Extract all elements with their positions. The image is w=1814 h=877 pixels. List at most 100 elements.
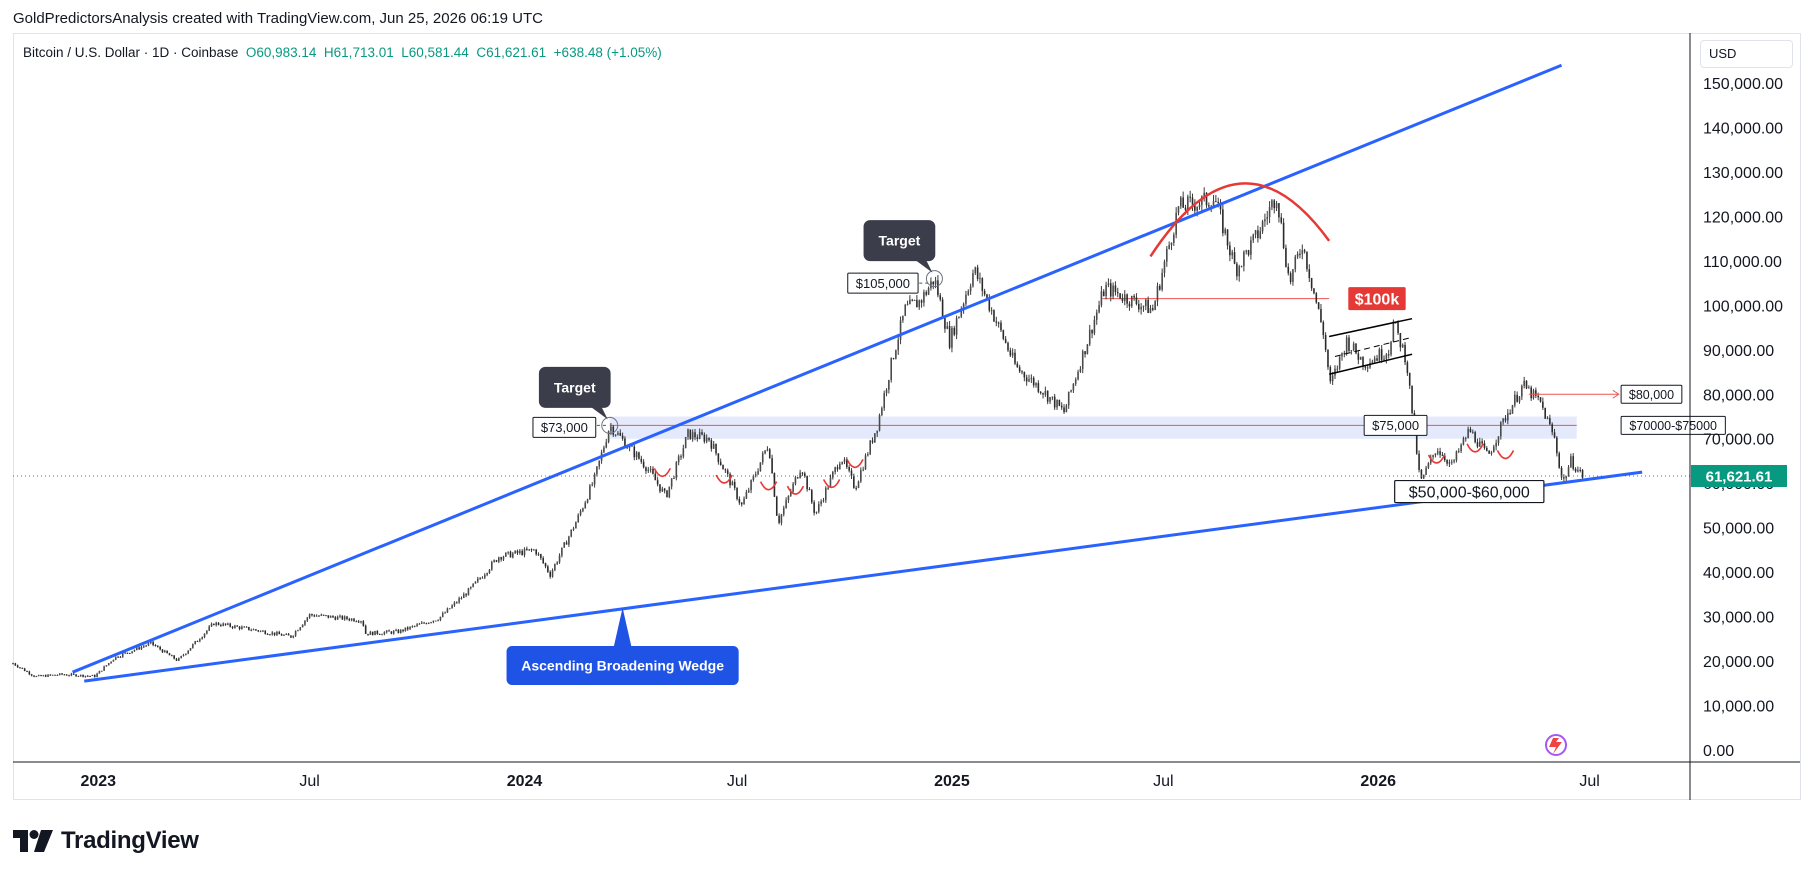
price-candle-body <box>1422 474 1425 479</box>
price-candle-body <box>708 437 710 441</box>
currency-selector[interactable]: USD <box>1700 40 1793 68</box>
price-candle-body <box>1462 438 1465 445</box>
annotation-4-bg <box>1348 287 1406 311</box>
price-candle-body <box>843 459 846 462</box>
replay-icon[interactable] <box>1545 734 1567 756</box>
current-price-badge <box>1691 464 1787 487</box>
annotation-9[interactable]: Ascending Broadening Wedge <box>506 607 739 686</box>
price-candle-body <box>185 653 187 655</box>
price-candle-body <box>1046 390 1049 402</box>
price-candle-body <box>1119 293 1121 299</box>
channel-mid-line <box>1334 336 1413 357</box>
price-candle-body <box>1478 441 1481 447</box>
price-candle-body <box>666 490 668 498</box>
price-candle-body <box>1116 292 1119 294</box>
current-price-text: 61,621.61 <box>1706 468 1773 485</box>
price-candle-body <box>180 655 182 659</box>
wedge-lower-line[interactable] <box>84 470 1643 683</box>
price-candle-body <box>1229 245 1231 256</box>
cup-arc-0 <box>653 467 672 478</box>
rounding-top-arc <box>1149 182 1331 258</box>
price-candle-body <box>1025 377 1028 382</box>
price-candle-body <box>635 452 638 458</box>
price-candle-body <box>21 667 24 669</box>
price-candle-body <box>659 484 661 492</box>
price-candle-body <box>264 630 267 634</box>
annotation-2[interactable]: $73,000 <box>532 416 597 438</box>
tradingview-logo[interactable]: TradingView <box>13 826 199 856</box>
x-tick-label: 2026 <box>1360 773 1396 790</box>
price-candle-body <box>397 629 400 634</box>
price-candle-body <box>787 495 790 501</box>
price-candle-body <box>1254 230 1257 235</box>
price-candle-body <box>1112 285 1114 297</box>
price-candle-body <box>420 622 423 624</box>
price-candle-body <box>775 496 778 516</box>
price-candle-body <box>895 350 897 359</box>
price-candle-body <box>649 468 652 470</box>
price-candle-body <box>451 605 453 609</box>
annotation-5[interactable]: $75,000 <box>1363 414 1428 436</box>
price-candle-body <box>570 529 573 537</box>
price-candle-body <box>334 617 337 620</box>
y-tick-label: 80,000.00 <box>1703 387 1774 404</box>
price-candle-body <box>969 286 972 292</box>
price-candle-body <box>44 675 47 677</box>
price-candle-body <box>1063 407 1065 413</box>
price-candle-body <box>780 514 783 523</box>
price-candle-body <box>974 267 977 274</box>
price-candle-body <box>591 484 594 486</box>
price-candle-body <box>208 626 210 631</box>
price-candle-body <box>778 515 780 523</box>
price-candle-body <box>1570 456 1572 468</box>
price-candle-body <box>782 508 785 515</box>
price-candle-body <box>1093 319 1096 334</box>
annotation-1[interactable]: Target <box>863 220 936 273</box>
price-candle-body <box>1002 330 1005 339</box>
price-candle-body <box>150 641 152 644</box>
price-candle-body <box>1357 353 1360 360</box>
price-candle-body <box>647 469 650 472</box>
price-candle-body <box>624 438 626 448</box>
target-circle-0 <box>601 416 619 434</box>
y-tick-label: 40,000.00 <box>1703 565 1774 582</box>
price-candle-body <box>353 618 355 622</box>
annotation-0[interactable]: Target <box>538 366 611 420</box>
price-candle-body <box>453 602 456 606</box>
annotation-8[interactable]: $50,000-$60,000 <box>1394 479 1545 504</box>
price-candle-body <box>1039 391 1042 394</box>
price-candle-body <box>271 632 274 635</box>
price-candle-body <box>40 675 42 677</box>
price-candle-body <box>867 454 869 456</box>
price-candle-body <box>1121 298 1124 302</box>
target-circle-1 <box>925 270 943 288</box>
price-candle-body <box>834 467 836 472</box>
wedge-upper-line[interactable] <box>71 63 1563 674</box>
price-candle-body <box>876 430 878 434</box>
annotation-3[interactable]: $105,000 <box>847 272 919 294</box>
price-candle-body <box>199 639 201 642</box>
price-candle-body <box>822 500 825 502</box>
annotation-4[interactable]: $100k <box>1348 287 1406 311</box>
price-candle-body <box>103 666 105 671</box>
price-candle-body <box>488 569 491 574</box>
price-candle-body <box>1252 234 1255 241</box>
price-candle-body <box>439 616 442 621</box>
price-candle-body <box>248 626 250 631</box>
price-candle-body <box>1018 367 1021 372</box>
annotation-7[interactable]: $80,000 <box>1620 384 1683 404</box>
price-candle-body <box>689 429 692 440</box>
price-candle-body <box>983 290 986 295</box>
price-candle-body <box>1434 453 1437 456</box>
price-candle-body <box>1439 451 1441 455</box>
price-candle-body <box>540 554 542 559</box>
price-candle-body <box>1245 250 1248 252</box>
price-candle-body <box>1549 418 1551 425</box>
price-candle-body <box>1219 202 1222 210</box>
price-candle-body <box>455 602 458 604</box>
price-candle-body <box>696 437 699 439</box>
price-candle-body <box>1168 244 1170 249</box>
annotation-6[interactable]: $70000-$75000 <box>1620 415 1726 435</box>
price-candle-body <box>68 675 70 677</box>
